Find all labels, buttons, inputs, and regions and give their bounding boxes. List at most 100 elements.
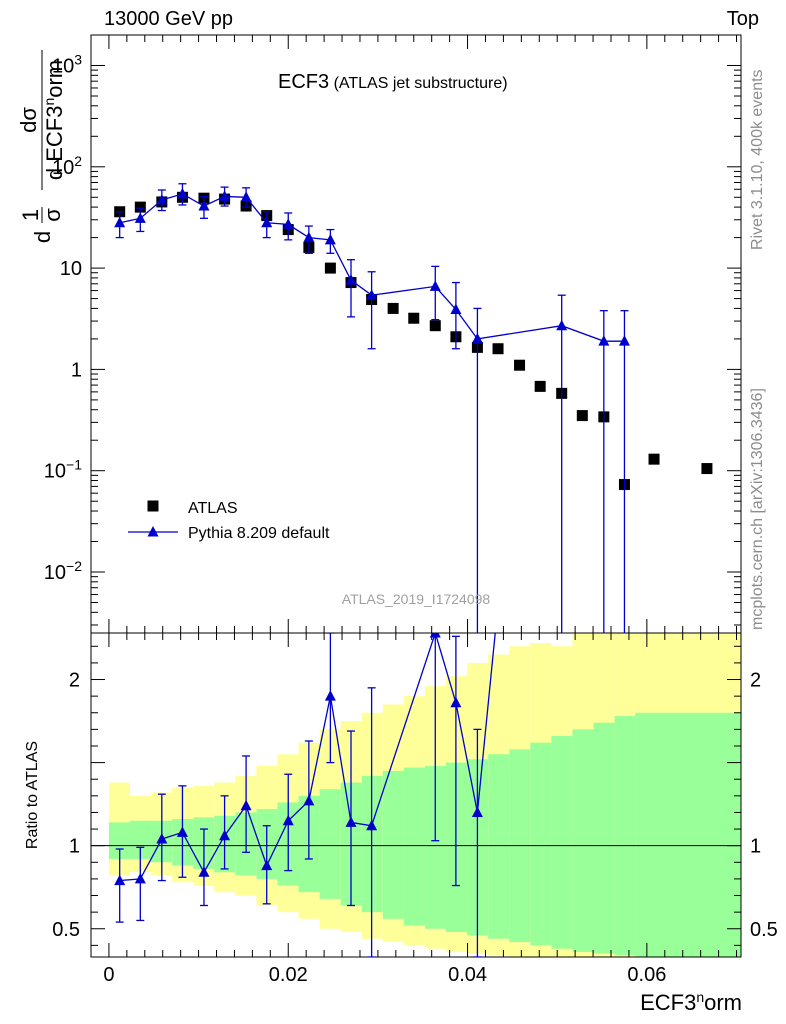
- y-tick-label: 10−2: [44, 558, 82, 584]
- ratio-uncertainty-bands: [108, 633, 741, 957]
- pythia-data-point: [450, 303, 462, 315]
- rivet-version-label: Rivet 3.1.10, 400k events: [749, 69, 766, 250]
- ratio-y-tick-label-left: 2: [69, 670, 80, 692]
- pythia-data-point: [282, 218, 294, 229]
- ratio-axis-ticks: 0 0.02 0.04 0.06 0.5 0.5 1 1 2 2: [52, 633, 778, 986]
- atlas-data-point: [408, 312, 420, 324]
- y-label-denominator: d ECF3norm: [41, 60, 67, 180]
- pythia-ratio-point: [114, 874, 126, 886]
- atlas-data-point: [134, 201, 146, 213]
- x-tick-label: 0.02: [269, 964, 308, 986]
- pythia-ratio-point: [366, 819, 378, 831]
- ratio-y-tick-label-left: 0.5: [52, 919, 80, 941]
- ratio-y-axis-label: Ratio to ATLAS: [24, 741, 41, 849]
- inner-band-bin: [530, 742, 552, 946]
- x-tick-label: 0.06: [627, 964, 666, 986]
- inner-band-bin: [108, 822, 130, 859]
- atlas-data-point: [701, 463, 713, 475]
- pythia-data-point: [134, 212, 146, 223]
- ratio-y-tick-label-right: 0.5: [750, 919, 778, 941]
- pythia-data-point: [198, 200, 210, 211]
- inner-band-bin: [593, 722, 615, 954]
- atlas-data-point: [534, 380, 546, 392]
- pythia-ratio-point: [261, 859, 273, 871]
- atlas-data-point: [514, 359, 526, 371]
- main-frame-box: [90, 34, 742, 634]
- y-tick-label: 10: [60, 258, 82, 280]
- inner-band-bin: [382, 770, 404, 919]
- atlas-data-point: [324, 262, 336, 274]
- pythia-data-point: [219, 190, 231, 201]
- ratio-frame-box: [90, 632, 742, 958]
- energy-label: 13000 GeV pp: [104, 8, 233, 30]
- pythia-ratio-point: [303, 794, 315, 806]
- inner-band-bin: [614, 716, 636, 956]
- pythia-data-point: [471, 332, 483, 344]
- x-axis-label: ECF3norm: [640, 989, 742, 1015]
- pythia-data-point: [345, 274, 357, 285]
- atlas-data-point: [429, 320, 441, 332]
- pythia-data-point: [176, 187, 188, 199]
- atlas-data-point: [648, 453, 660, 465]
- ratio-plot-frame: [90, 632, 742, 958]
- pythia-ratio-point: [156, 833, 168, 844]
- y-label-frac-dsigma: dσ d ECF3norm: [16, 50, 67, 190]
- y-label-frac-1-over-sigma: 1σ: [18, 207, 65, 223]
- inner-band-bin: [572, 729, 594, 953]
- plot-labels: ECF3 (ATLAS jet substructure) ATLAS_2019_…: [16, 50, 742, 1015]
- y-tick-label: 10−1: [44, 457, 82, 483]
- analysis-id-label: ATLAS_2019_I1724098: [342, 591, 491, 607]
- legend-atlas-label: ATLAS: [188, 500, 238, 517]
- pythia-data-point: [156, 194, 168, 205]
- atlas-data-point: [387, 302, 399, 314]
- pythia-data-point: [618, 335, 630, 346]
- inner-band-bin: [446, 762, 468, 933]
- inner-band-bin: [488, 754, 510, 939]
- pythia-ratio-point: [240, 799, 252, 811]
- pythia-ratio-point: [282, 814, 294, 826]
- pythia-ratio-point: [429, 633, 441, 638]
- inner-band-bin: [319, 789, 341, 899]
- ratio-y-tick-label-left: 1: [69, 836, 80, 858]
- pythia-ratio-point: [219, 829, 231, 841]
- pythia-data-point: [261, 216, 273, 228]
- y-tick-label: 103: [52, 51, 82, 77]
- inner-band-bin: [403, 767, 425, 926]
- inner-band-bin: [424, 765, 447, 929]
- pythia-ratio-point: [324, 690, 336, 701]
- inner-band-bin: [361, 775, 383, 913]
- legend-pythia-label: Pythia 8.209 default: [188, 525, 330, 542]
- y-label-1: 1: [18, 209, 43, 221]
- pythia-ratio-point: [450, 696, 462, 708]
- y-label-sigma: σ: [40, 208, 65, 222]
- mcplots-label: mcplots.cern.ch [arXiv:1306.3436]: [749, 388, 766, 630]
- legend: ATLAS Pythia 8.209 default: [128, 500, 330, 542]
- y-label-dsigma: dσ: [16, 107, 41, 133]
- process-label: Top: [726, 8, 759, 30]
- pythia-ratio-point: [176, 826, 188, 837]
- pythia-data-point: [240, 191, 252, 202]
- pythia-ratio-point: [345, 816, 357, 827]
- pythia-data-point: [324, 233, 336, 245]
- ratio-y-tick-label-right: 1: [750, 836, 761, 858]
- pythia-data-point: [114, 216, 126, 228]
- inner-band-bin: [551, 736, 573, 949]
- inner-band-bin: [130, 820, 152, 859]
- legend-pythia-marker: [147, 526, 159, 537]
- x-tick-label: 0.04: [448, 964, 487, 986]
- ratio-series-group: [114, 633, 496, 957]
- pythia-data-point: [429, 280, 441, 291]
- y-tick-label: 1: [71, 359, 82, 381]
- legend-atlas-marker: [147, 500, 159, 512]
- pythia-data-point: [556, 319, 568, 331]
- main-plot-frame: [90, 34, 742, 634]
- chart-title: ECF3 (ATLAS jet substructure): [278, 71, 508, 93]
- atlas-data-point: [576, 410, 588, 422]
- atlas-data-point: [492, 343, 504, 355]
- pythia-ratio-point: [134, 872, 146, 884]
- y-label-d: d: [30, 231, 55, 243]
- y-tick-label: 102: [52, 153, 82, 179]
